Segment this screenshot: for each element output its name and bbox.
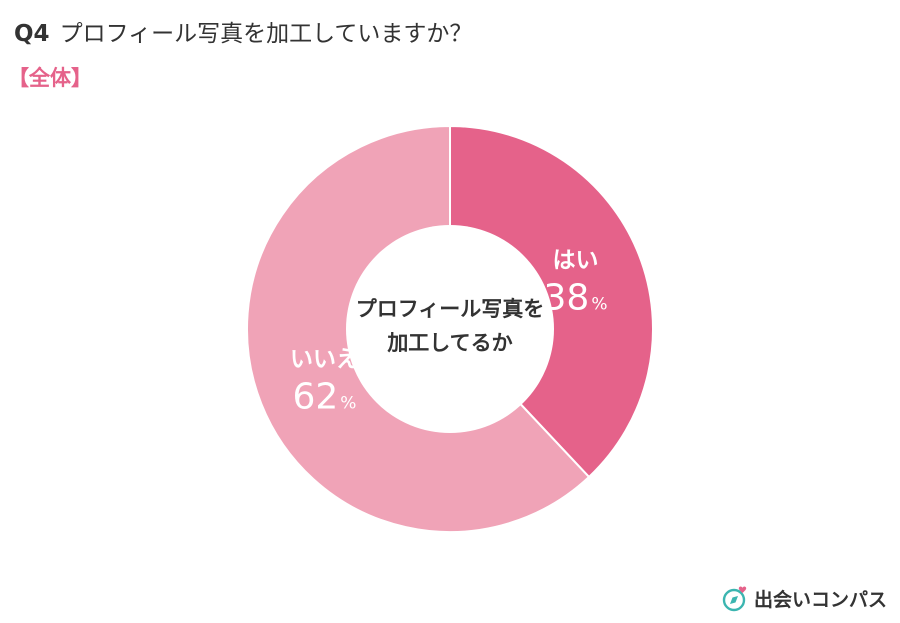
slice-label-2: いいえ bbox=[290, 347, 359, 373]
donut-hole bbox=[346, 225, 554, 433]
chart-title: Q4 プロフィール写真を加工していますか？ bbox=[14, 14, 472, 48]
center-label-line-2: 加工してるか bbox=[386, 331, 512, 355]
donut-slice-1 bbox=[449, 124, 654, 479]
slice-value-1: 38% bbox=[544, 277, 608, 318]
compass-heart-icon bbox=[722, 586, 747, 611]
brand-name: 出会いコンパス bbox=[754, 589, 888, 611]
chart-subtitle: 【全体】 bbox=[8, 66, 92, 90]
question-text: プロフィール写真を加工していますか？ bbox=[59, 21, 473, 47]
slice-value-2: 62% bbox=[292, 377, 356, 418]
brand-logo: 出会いコンパス bbox=[722, 585, 887, 612]
center-label-line-1: プロフィール写真を bbox=[356, 297, 545, 321]
slice-label-1: はい bbox=[553, 247, 599, 273]
question-number: Q4 bbox=[14, 21, 50, 47]
slice-labels: はい 38 % いいえ 62% bbox=[290, 247, 608, 417]
